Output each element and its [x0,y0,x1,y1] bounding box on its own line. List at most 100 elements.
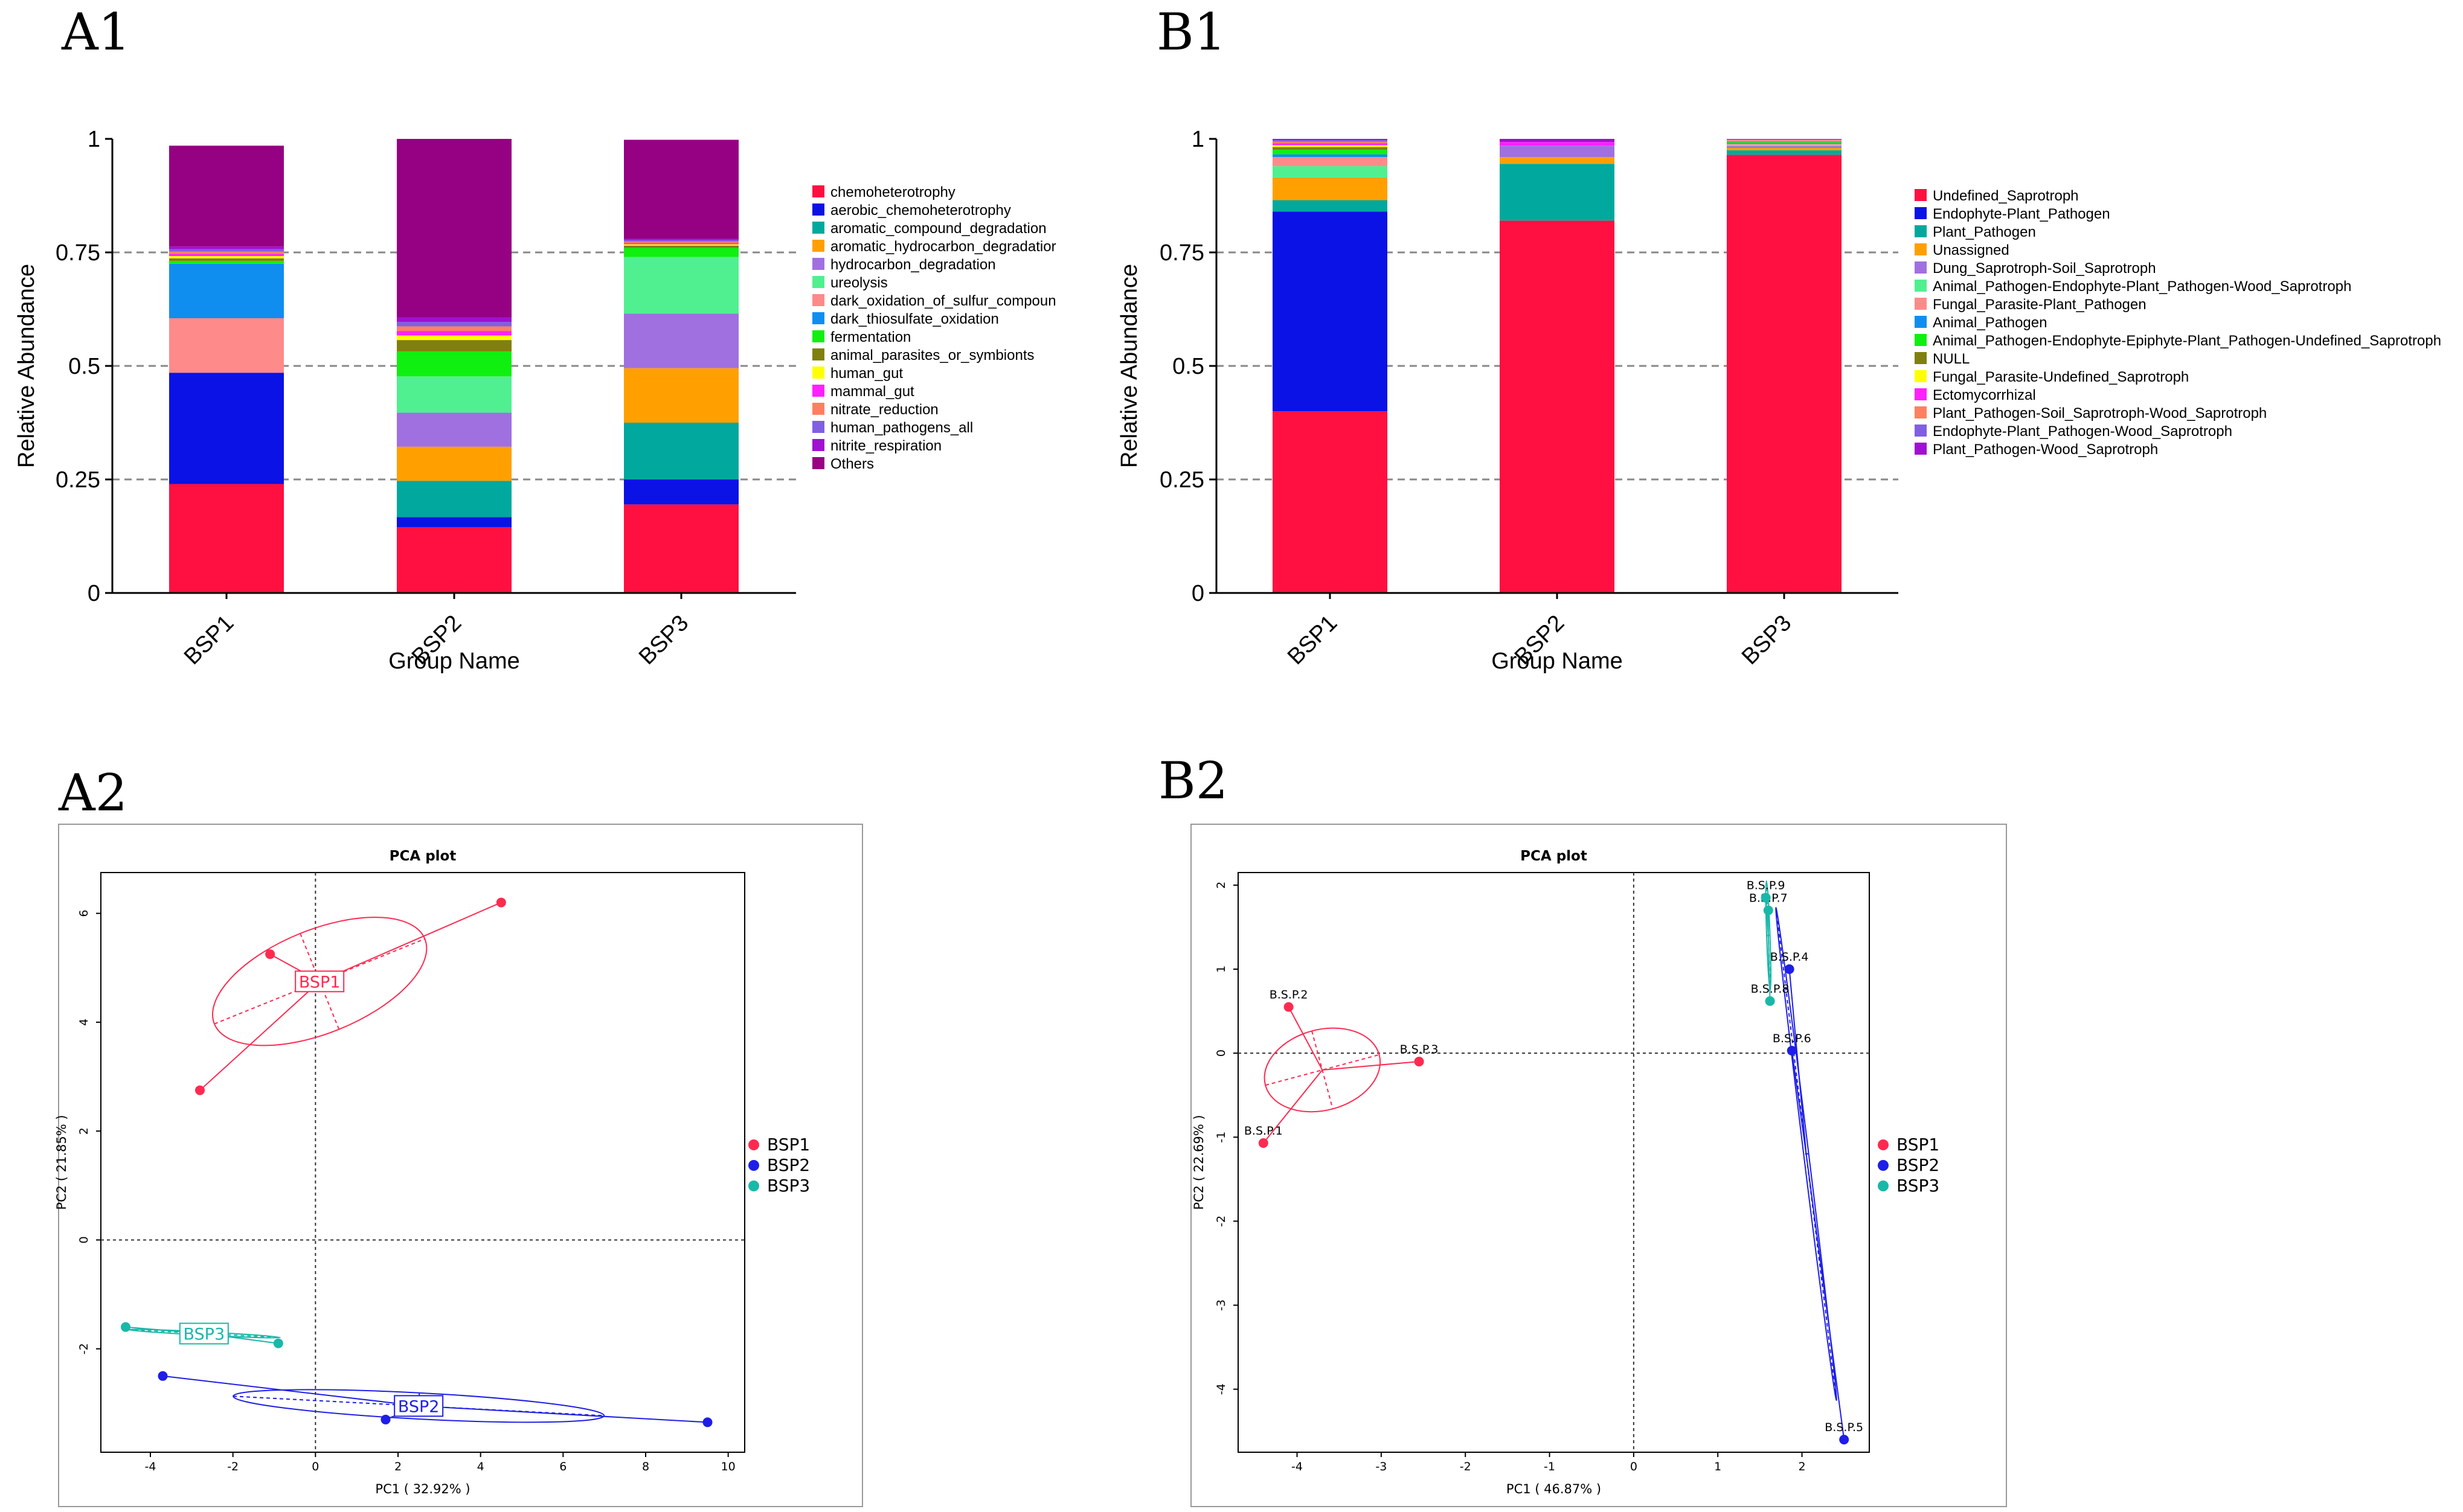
y-axis-title: PC2 ( 22.69% ) [1192,1115,1206,1209]
y-tick-label: 0.25 [1160,467,1204,493]
point-label: B.S.P.1 [1244,1124,1283,1138]
bar-segment-BSP2-11 [397,331,512,336]
bar-segment-BSP1-9 [169,258,284,261]
legend-swatch-6 [812,294,824,306]
legend-swatch-8 [812,330,824,342]
legend-label-6: dark_oxidation_of_sulfur_compoun [830,293,1056,309]
bar-segment-BSP3-9 [1727,141,1842,143]
bar-segment-BSP3-11 [1727,140,1842,141]
spoke-line-BSP2 [162,1375,419,1407]
bar-segment-BSP1-5 [1273,166,1387,178]
group-label-box-BSP3 [179,1322,229,1345]
legend-label-BSP3: BSP3 [767,1176,810,1196]
y-tick-label: 1 [1192,127,1204,152]
bar-segment-BSP2-4 [1500,146,1614,158]
legend-label-BSP1: BSP1 [1896,1135,1939,1155]
x-axis-title: PC1 ( 32.92% ) [375,1482,470,1496]
legend-swatch-5 [1915,280,1927,292]
group-label-BSP3: BSP3 [184,1325,225,1344]
legend-label-7: dark_thiosulfate_oxidation [830,311,999,327]
y-tick-label: 0 [1192,581,1204,606]
legend-label-2: Plant_Pathogen [1933,224,2036,240]
y-tick-label: -2 [77,1343,91,1354]
group-label-box-BSP2 [394,1395,444,1417]
legend-label-10: human_gut [830,365,903,382]
plot-frame [100,872,745,1453]
legend-label-6: Fungal_Parasite-Plant_Pathogen [1933,296,2147,313]
spoke-line-BSP2 [419,1405,708,1423]
bar-segment-BSP1-7 [169,263,284,319]
bar-segment-BSP1-13 [169,249,284,252]
spoke-line-BSP2 [1805,1153,1845,1440]
bar-segment-BSP1-14 [1273,139,1387,141]
legend-swatch-6 [1915,298,1927,310]
legend-label-14: nitrite_respiration [830,438,942,454]
bar-segment-BSP1-10 [1273,145,1387,147]
legend-label-1: Endophyte-Plant_Pathogen [1933,206,2110,222]
chart-title: PCA plot [1520,848,1587,864]
legend-marker-BSP1 [1878,1139,1889,1150]
legend-label-9: NULL [1933,351,1970,367]
bar-segment-BSP2-3 [1500,157,1614,164]
bar-segment-BSP1-14 [169,246,284,249]
group-label-BSP2: BSP2 [398,1397,440,1416]
bar-segment-BSP3-5 [1727,144,1842,147]
bar-segment-BSP3-13 [1727,139,1842,140]
bar-segment-BSP3-0 [1727,155,1842,593]
data-point-BSP1 [265,949,275,959]
chart-title: PCA plot [390,848,457,864]
bar-segment-BSP1-13 [1273,140,1387,142]
legend-label-12: Plant_Pathogen-Soil_Saprotroph-Wood_Sapr… [1933,405,2267,421]
legend-swatch-8 [1915,334,1927,346]
legend-label-3: Unassigned [1933,242,2009,258]
legend-label-7: Animal_Pathogen [1933,315,2047,331]
legend-swatch-7 [812,312,824,324]
y-tick-label: 1 [88,127,100,152]
legend-label-5: ureolysis [830,275,888,291]
legend-swatch-13 [812,421,824,433]
x-tick-label: 10 [721,1460,736,1473]
bar-segment-BSP3-14 [624,239,739,240]
x-axis-title: Group Name [388,649,520,674]
panel-letter-b2: B2 [1158,751,1228,810]
bar-segment-BSP1-2 [1273,200,1387,212]
legend-label-11: Ectomycorrhizal [1933,387,2036,403]
chart-a2: PCA plot -4 -2 0 2 4 6 8 10 -2 0 2 4 6 PC1 ( 32.92% ) P… [54,824,863,1507]
x-tick-label: 0 [312,1460,319,1473]
y-axis-title: PC2 ( 21.85% ) [54,1115,69,1209]
spoke-line-BSP1 [1263,1069,1323,1144]
bar-segment-BSP2-0 [397,527,512,593]
legend-label-13: Endophyte-Plant_Pathogen-Wood_Saprotroph [1933,423,2232,440]
point-label: B.S.P.2 [1270,988,1308,1002]
point-label: B.S.P.4 [1770,950,1809,964]
spoke-line-BSP1 [1288,1007,1323,1071]
bar-segment-BSP2-0 [1500,220,1614,593]
y-tick-label: 6 [77,910,91,917]
bar-segment-BSP1-11 [1273,143,1387,146]
bar-segment-BSP3-11 [624,243,739,245]
y-tick-label: 4 [77,1019,91,1026]
data-point-BSP2 [158,1371,168,1381]
y-tick-label: 0.75 [56,240,100,266]
group-label-BSP1: BSP1 [299,973,341,991]
legend-marker-BSP1 [748,1139,759,1150]
point-label: B.S.P.5 [1825,1421,1863,1434]
data-point-BSP2 [1787,1045,1797,1056]
ellipse-major-axis-BSP2 [233,1395,605,1417]
bar-segment-BSP3-7 [1727,143,1842,144]
bar-segment-BSP3-15 [624,139,739,239]
bar-segment-BSP1-15 [169,146,284,247]
point-label: B.S.P.9 [1747,879,1785,892]
bar-segment-BSP2-1 [397,517,512,527]
bar-segment-BSP1-8 [169,261,284,264]
y-tick-label: -1 [1215,1132,1228,1143]
bar-segment-BSP3-8 [1727,142,1842,143]
bar-segment-BSP3-2 [624,423,739,479]
x-tick-label: -1 [1544,1460,1555,1473]
chart-b2: PCA plot -4 -3 -2 -1 0 1 2 -4 -3 -2 -1 0 1 2 PC1 ( 46.8… [1190,824,2007,1507]
x-axis-title: PC1 ( 46.87% ) [1506,1482,1601,1496]
bar-segment-BSP3-12 [624,241,739,243]
bar-segment-BSP1-8 [1273,150,1387,155]
legend-marker-BSP2 [748,1160,759,1171]
